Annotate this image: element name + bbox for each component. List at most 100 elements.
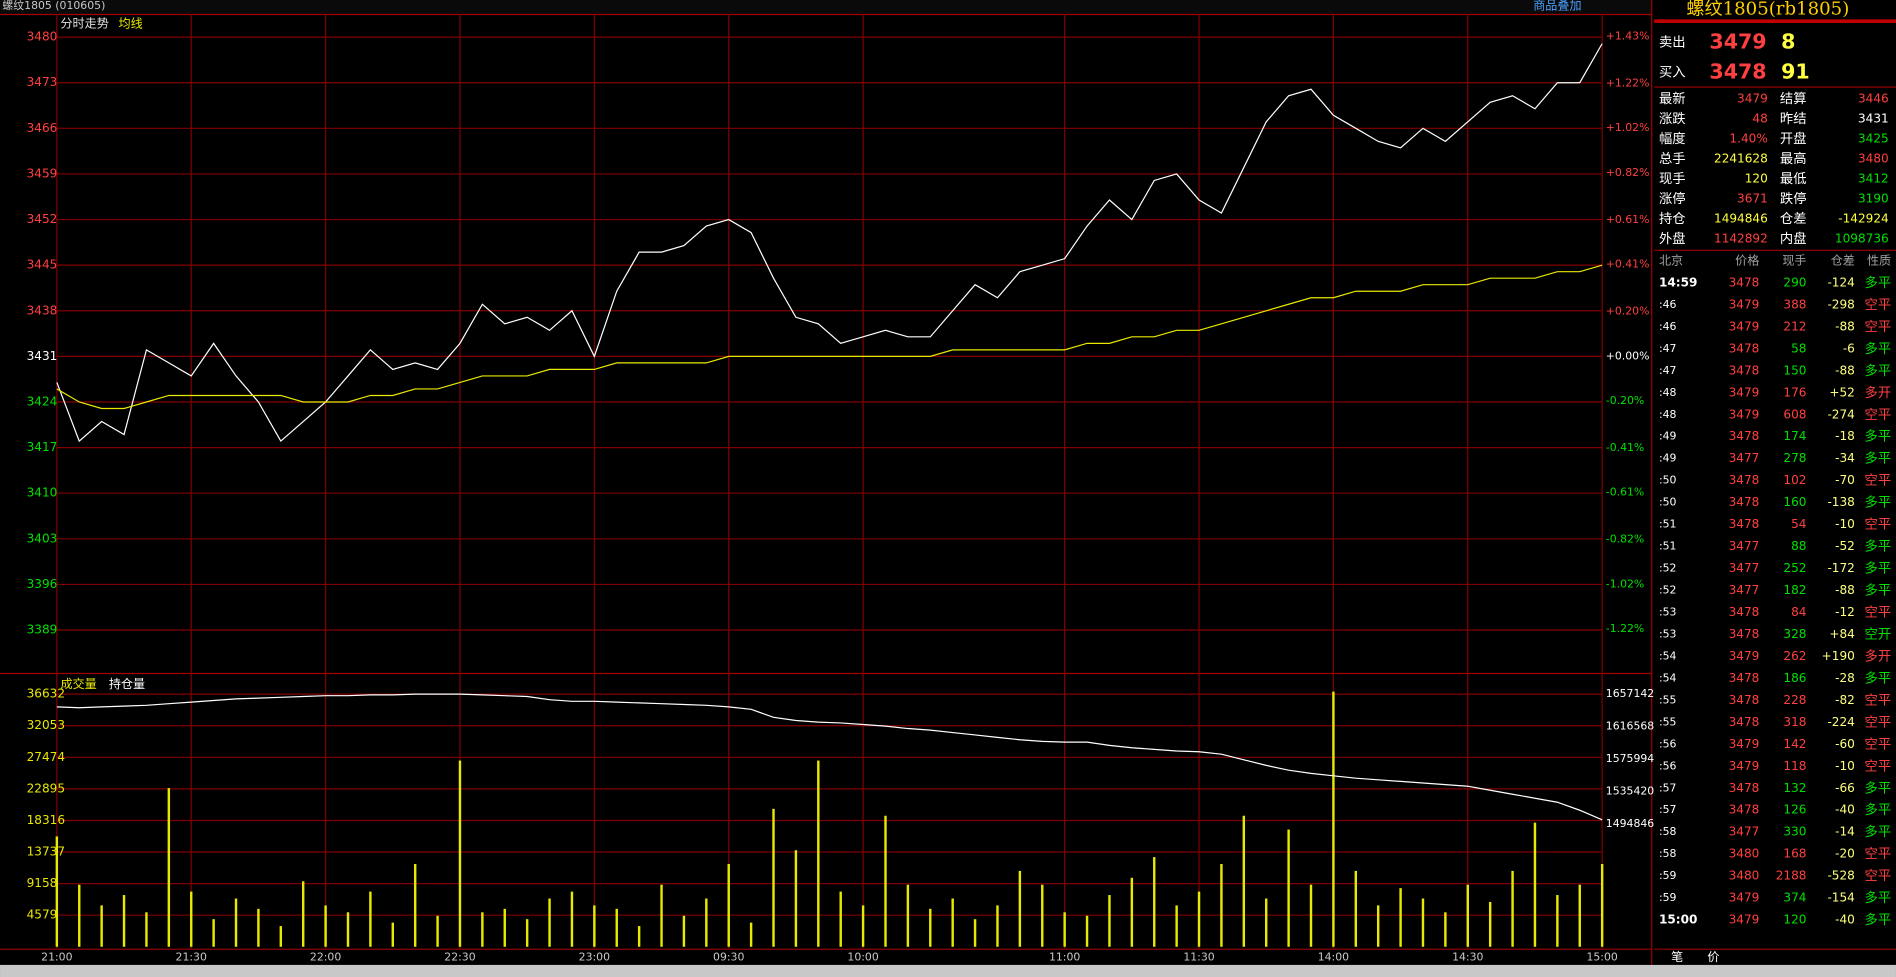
stat-value: 3431 [1858, 112, 1889, 126]
trade-price: 3478 [1729, 341, 1760, 355]
legend-entry: 成交量 [60, 676, 96, 691]
y-tick-label: 3424 [27, 394, 58, 408]
trade-time: :59 [1659, 891, 1677, 904]
volume-bar [391, 922, 394, 947]
volume-bar [1332, 691, 1335, 947]
trade-volume: 252 [1783, 561, 1806, 575]
trade-time: :48 [1659, 386, 1677, 399]
y-tick-label: 3431 [27, 349, 58, 363]
trade-nature: 空平 [1865, 297, 1892, 313]
y2-tick-label: +0.00% [1606, 349, 1650, 362]
y2-tick-label: +1.02% [1606, 121, 1650, 134]
volume-bar [1376, 905, 1380, 947]
trade-price: 3478 [1729, 275, 1760, 289]
x-tick-label: 14:00 [1318, 951, 1349, 964]
trade-time: :54 [1659, 671, 1677, 684]
volume-bar [1444, 912, 1447, 947]
trade-time: 15:00 [1659, 913, 1697, 927]
trade-nature: 多平 [1865, 428, 1892, 445]
trade-header: 北京 [1659, 254, 1683, 268]
y2-tick-label: +1.43% [1606, 30, 1650, 43]
trade-oi-change: -28 [1835, 671, 1855, 685]
trade-time: :51 [1659, 518, 1677, 531]
ask-label: 卖出 [1659, 34, 1686, 50]
volume-bar [1220, 864, 1223, 947]
trade-volume: 160 [1783, 495, 1806, 509]
tab[interactable]: 价 [1707, 950, 1719, 964]
y-tick-label: 3417 [27, 440, 58, 454]
stat-value: 3671 [1737, 191, 1768, 205]
trade-price: 3480 [1729, 847, 1760, 861]
y2-tick-label: +0.41% [1606, 258, 1650, 271]
trade-volume: 84 [1791, 605, 1806, 619]
trade-volume: 132 [1783, 781, 1806, 795]
tab[interactable]: 笔 [1671, 949, 1683, 964]
trade-price: 3479 [1729, 385, 1760, 399]
trade-oi-change: -88 [1835, 363, 1855, 377]
trade-time: :55 [1659, 715, 1677, 728]
volume-bar [122, 895, 126, 947]
trade-volume: 388 [1783, 297, 1806, 311]
volume-bar [1600, 864, 1604, 947]
trade-time: :57 [1659, 781, 1677, 794]
volume-bar [660, 884, 663, 947]
trade-time: :53 [1659, 627, 1677, 640]
volume-bar [817, 760, 820, 947]
trade-volume: 168 [1783, 847, 1806, 861]
y2-tick-label: 1535420 [1606, 784, 1655, 797]
stat-label: 内盘 [1780, 230, 1807, 247]
trade-oi-change: -298 [1827, 297, 1854, 311]
trade-nature: 空平 [1865, 407, 1892, 423]
trade-nature: 多平 [1865, 669, 1892, 686]
trade-nature: 空平 [1865, 758, 1892, 774]
trade-time: :47 [1659, 364, 1677, 377]
trade-volume: 608 [1783, 407, 1806, 421]
volume-bar [929, 908, 932, 947]
y2-tick-label: +0.61% [1606, 213, 1650, 226]
trade-oi-change: -12 [1835, 605, 1855, 619]
trade-nature: 多平 [1865, 450, 1892, 467]
trade-oi-change: -528 [1827, 869, 1854, 883]
overlay-button[interactable]: 商品叠加 [1533, 0, 1581, 13]
stat-value: 1494846 [1714, 211, 1768, 225]
volume-bar [996, 905, 999, 947]
trade-oi-change: -14 [1835, 825, 1855, 839]
trade-price: 3478 [1729, 473, 1760, 487]
y2-tick-label: -1.22% [1606, 622, 1644, 635]
trade-oi-change: -70 [1835, 473, 1855, 487]
ask-volume: 8 [1781, 29, 1795, 53]
trade-time: :58 [1659, 847, 1677, 860]
trade-nature: 空平 [1865, 692, 1892, 708]
trade-time: :53 [1659, 605, 1677, 618]
trade-price: 3479 [1729, 891, 1760, 905]
y2-tick-label: 1494846 [1606, 817, 1655, 830]
y-tick-label: 3410 [27, 486, 58, 500]
stat-label: 涨停 [1659, 190, 1686, 207]
trade-price: 3479 [1729, 407, 1760, 421]
trade-oi-change: -172 [1827, 561, 1854, 575]
volume-bar [279, 926, 283, 947]
volume-bar [548, 898, 551, 947]
trade-price: 3479 [1729, 649, 1760, 663]
y-tick-label: 4579 [27, 908, 58, 922]
trade-nature: 多开 [1865, 384, 1892, 401]
stat-label: 总手 [1659, 151, 1686, 167]
stat-label: 昨结 [1780, 111, 1807, 127]
trade-oi-change: -66 [1835, 781, 1855, 795]
volume-bar [503, 908, 506, 947]
trade-price: 3478 [1729, 671, 1760, 685]
volume-bar [1063, 912, 1066, 947]
trade-time: :46 [1659, 320, 1677, 333]
trade-volume: 58 [1791, 341, 1806, 355]
y2-tick-label: -1.02% [1606, 577, 1644, 590]
trade-oi-change: -6 [1843, 341, 1855, 355]
volume-bar [1421, 898, 1425, 947]
y2-tick-label: +0.82% [1606, 166, 1650, 179]
trade-nature: 多平 [1865, 274, 1892, 291]
trade-time: :49 [1659, 430, 1677, 443]
trade-price: 3478 [1729, 517, 1760, 531]
volume-bar [1130, 877, 1134, 947]
trade-time: :54 [1659, 649, 1677, 662]
trade-volume: 54 [1791, 517, 1806, 531]
